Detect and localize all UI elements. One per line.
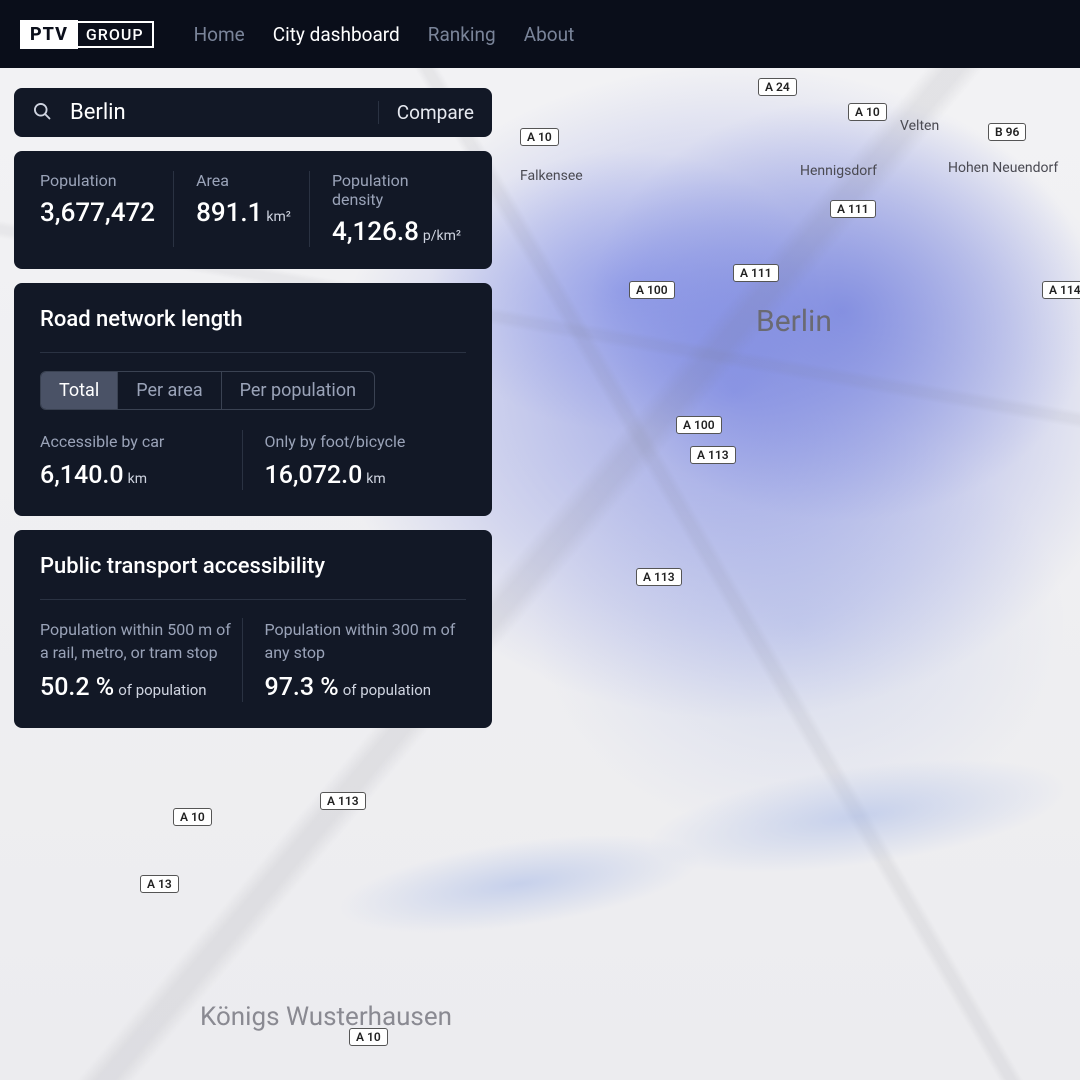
road-tag: A 10 xyxy=(520,128,559,146)
road-tag: A 113 xyxy=(320,792,366,810)
divider xyxy=(40,599,466,600)
road-tag: A 113 xyxy=(690,446,736,464)
map-city-label: Königs Wusterhausen xyxy=(200,1003,452,1032)
road-network-card: Road network length Total Per area Per p… xyxy=(14,283,492,516)
metric-suffix: of population xyxy=(118,681,206,699)
metric-label: Population within 300 m of any stop xyxy=(265,618,467,664)
road-tag: A 111 xyxy=(830,200,876,218)
stat-value: 3,677,472 xyxy=(40,198,155,228)
logo-right: GROUP xyxy=(76,21,154,48)
compare-button[interactable]: Compare xyxy=(378,101,474,124)
map-city-label: Velten xyxy=(900,118,939,134)
stat-label: Area xyxy=(196,171,291,190)
section-title: Road network length xyxy=(40,307,466,332)
logo-left: PTV xyxy=(20,20,78,49)
stat-value: 891.1 xyxy=(196,198,262,228)
road-tag: B 96 xyxy=(988,123,1026,141)
road-tag: A 13 xyxy=(140,875,179,893)
nav-home[interactable]: Home xyxy=(194,23,245,46)
road-tag: A 100 xyxy=(629,281,675,299)
stat-unit: p/km² xyxy=(423,228,461,244)
nav-city-dashboard[interactable]: City dashboard xyxy=(273,23,400,46)
metric-suffix: of population xyxy=(343,681,431,699)
stat-value: 4,126.8 xyxy=(332,217,419,247)
metric-label: Population within 500 m of a rail, metro… xyxy=(40,618,242,664)
stat-label: Population xyxy=(40,171,155,190)
tab-per-area[interactable]: Per area xyxy=(117,372,220,409)
metric-unit: km xyxy=(366,471,385,487)
search-input[interactable]: Berlin xyxy=(70,100,360,125)
road-tag: A 114 xyxy=(1042,281,1080,299)
tab-total[interactable]: Total xyxy=(41,372,117,409)
road-tag: A 111 xyxy=(733,264,779,282)
road-tabs: Total Per area Per population xyxy=(40,371,375,410)
metric-value: 6,140.0 xyxy=(40,461,124,490)
road-tag: A 10 xyxy=(848,103,887,121)
stat-area: Area 891.1km² xyxy=(173,171,309,247)
headline-stats: Population 3,677,472 Area 891.1km² Popul… xyxy=(14,151,492,269)
map-city-label: Falkensee xyxy=(520,168,583,184)
top-nav: PTV GROUP Home City dashboard Ranking Ab… xyxy=(0,0,1080,68)
logo[interactable]: PTV GROUP xyxy=(20,20,154,49)
stat-population: Population 3,677,472 xyxy=(40,171,173,247)
metric-label: Only by foot/bicycle xyxy=(265,430,467,453)
stat-density: Population density 4,126.8p/km² xyxy=(309,171,479,247)
road-tag: A 10 xyxy=(173,808,212,826)
metric-value: 50.2 % xyxy=(40,673,114,702)
road-tag: A 24 xyxy=(758,78,797,96)
search-card: Berlin Compare xyxy=(14,88,492,137)
metric-foot: Only by foot/bicycle 16,072.0km xyxy=(242,430,467,490)
metric-label: Accessible by car xyxy=(40,430,242,453)
tab-per-population[interactable]: Per population xyxy=(221,372,374,409)
transit-card: Public transport accessibility Populatio… xyxy=(14,530,492,727)
map-city-main: Berlin xyxy=(756,304,832,339)
road-tag: A 100 xyxy=(676,416,722,434)
nav-links: Home City dashboard Ranking About xyxy=(194,23,575,46)
stat-unit: km² xyxy=(266,209,291,225)
search-icon xyxy=(32,101,52,125)
nav-ranking[interactable]: Ranking xyxy=(428,23,496,46)
section-title: Public transport accessibility xyxy=(40,554,466,579)
map-city-label: Hohen Neuendorf xyxy=(948,160,1058,176)
metric-value: 97.3 % xyxy=(265,673,339,702)
divider xyxy=(40,352,466,353)
metric-any-stop: Population within 300 m of any stop 97.3… xyxy=(242,618,467,701)
map-city-label: Hennigsdorf xyxy=(800,163,877,179)
stat-label: Population density xyxy=(332,171,461,209)
road-tag: A 113 xyxy=(636,568,682,586)
metric-value: 16,072.0 xyxy=(265,461,363,490)
river-overlay xyxy=(250,701,1080,1019)
left-panel: Berlin Compare Population 3,677,472 Area… xyxy=(14,88,492,728)
metric-unit: km xyxy=(128,471,147,487)
metric-car: Accessible by car 6,140.0km xyxy=(40,430,242,490)
metric-rail: Population within 500 m of a rail, metro… xyxy=(40,618,242,701)
nav-about[interactable]: About xyxy=(524,23,575,46)
